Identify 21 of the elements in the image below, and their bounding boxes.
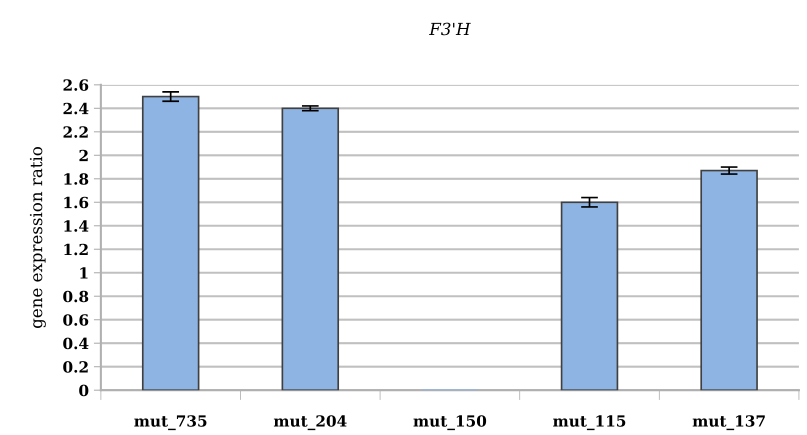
y-tick-label: 2.2 — [64, 126, 88, 138]
x-tick-label: mut_735 — [134, 415, 206, 430]
y-tick-label: 0.2 — [63, 361, 88, 373]
y-tick-label: 1.8 — [64, 173, 88, 185]
y-tick-label: 2.6 — [64, 79, 88, 91]
y-tick-label: 0 — [79, 384, 88, 396]
x-tick-label: mut_204 — [274, 415, 347, 430]
y-tick-label: 1.4 — [64, 220, 88, 232]
y-tick-label: 2 — [79, 150, 88, 162]
y-axis-title: gene expression ratio — [30, 147, 46, 328]
y-tick-label: 0.8 — [63, 290, 88, 302]
x-tick-label: mut_150 — [413, 415, 486, 430]
chart-title: F3'H — [429, 22, 471, 36]
x-tick-label: mut_115 — [553, 415, 626, 430]
y-tick-label: 0.6 — [63, 314, 88, 326]
y-tick-label: 1.6 — [64, 196, 88, 208]
y-tick-label: 2.4 — [64, 102, 88, 114]
y-tick-label: 0.4 — [63, 338, 88, 350]
y-tick-label: 1 — [80, 267, 88, 279]
y-tick-label: 1.2 — [64, 244, 88, 256]
x-tick-label: mut_137 — [692, 415, 765, 430]
